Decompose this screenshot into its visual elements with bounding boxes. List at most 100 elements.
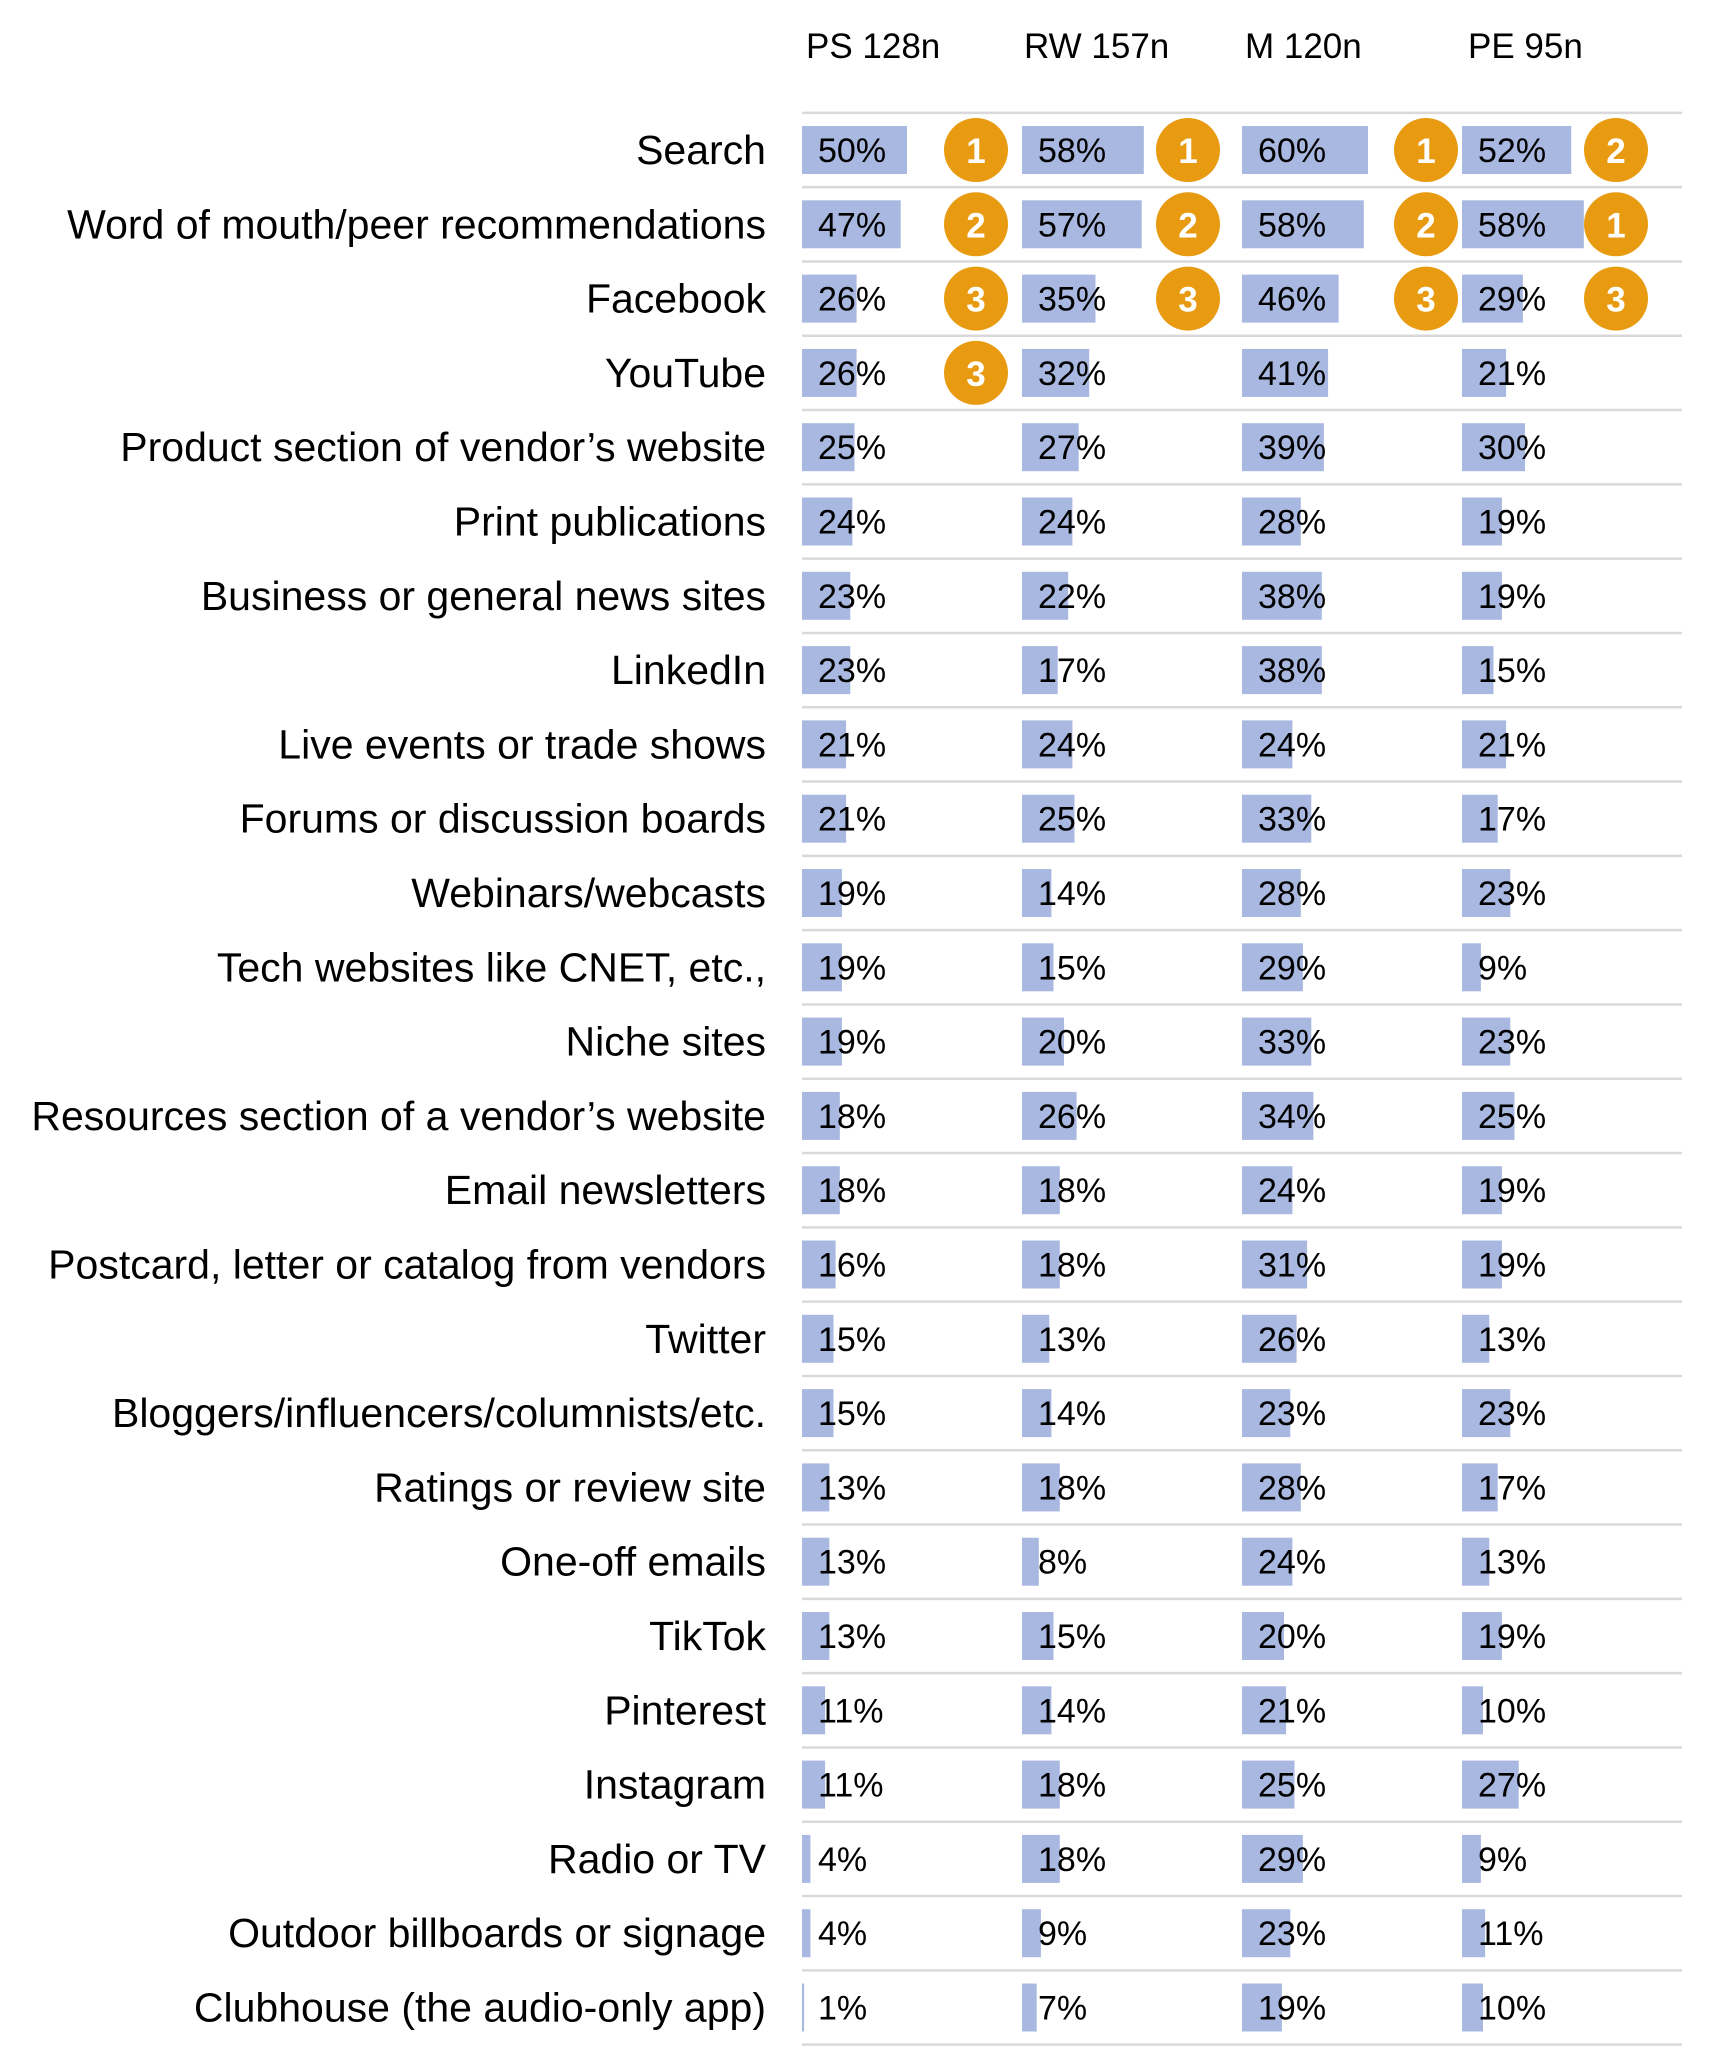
data-label: 19% — [1478, 1618, 1546, 1656]
bar — [802, 1091, 840, 1140]
bar — [802, 1240, 836, 1289]
column-headers: PS 128n RW 157n M 120n PE 95n — [806, 27, 1583, 66]
bar — [802, 1983, 805, 2032]
data-label: 24% — [1258, 1172, 1326, 1210]
data-label: 29% — [1478, 281, 1546, 319]
data-label: 19% — [818, 875, 886, 913]
rank-number: 2 — [1178, 206, 1197, 245]
bar — [802, 1612, 830, 1660]
bar — [1242, 1240, 1308, 1289]
data-label: 58% — [1478, 206, 1546, 244]
data-label: 17% — [1038, 652, 1106, 690]
data-label: 15% — [818, 1395, 886, 1433]
bar — [1022, 646, 1058, 695]
bar — [1462, 1760, 1519, 1809]
row-label: Forums or discussion boards — [240, 796, 766, 842]
rank-badge — [944, 192, 1008, 257]
data-label: 28% — [1258, 504, 1326, 542]
data-label: 23% — [1478, 1024, 1546, 1062]
bar — [1462, 1240, 1502, 1289]
bar — [1022, 126, 1144, 174]
bar — [802, 1389, 834, 1438]
data-label: 34% — [1258, 1098, 1326, 1136]
bar — [1022, 869, 1052, 917]
bar — [802, 1017, 842, 1066]
rank-badge — [1156, 266, 1220, 331]
data-label: 14% — [1038, 1395, 1106, 1433]
data-label: 11% — [1478, 1915, 1544, 1953]
bar — [1242, 646, 1322, 695]
data-label: 29% — [1258, 949, 1326, 987]
bar — [1242, 1834, 1303, 1883]
data-label: 13% — [818, 1618, 886, 1656]
bar — [1462, 1463, 1498, 1512]
data-label: 19% — [818, 949, 886, 987]
bar — [1462, 794, 1498, 843]
bar — [1242, 1166, 1293, 1215]
bar — [1022, 200, 1142, 249]
bar — [802, 497, 853, 546]
bar — [802, 720, 847, 769]
data-label: 18% — [1038, 1841, 1106, 1879]
column-header: PE 95n — [1468, 27, 1583, 66]
data-label: 9% — [1478, 949, 1527, 987]
row-gridlines — [802, 111, 1682, 2046]
data-label: 21% — [1478, 726, 1546, 764]
bar — [1022, 1314, 1050, 1363]
data-label: 58% — [1038, 132, 1106, 170]
bar — [802, 1760, 826, 1809]
bar — [1022, 274, 1096, 323]
data-label: 16% — [818, 1247, 886, 1285]
data-label: 28% — [1258, 875, 1326, 913]
bar — [1022, 1834, 1060, 1883]
data-label: 1% — [818, 1990, 867, 2028]
data-label: 23% — [1258, 1915, 1326, 1953]
bar — [1462, 1612, 1502, 1660]
value-labels: 50%47%26%26%25%24%23%23%21%21%19%19%19%1… — [818, 132, 1546, 2028]
bar — [802, 274, 857, 323]
data-label: 18% — [1038, 1172, 1106, 1210]
data-label: 32% — [1038, 355, 1106, 393]
rank-badge — [944, 340, 1008, 405]
data-label: 24% — [1038, 726, 1106, 764]
data-label: 18% — [1038, 1469, 1106, 1507]
data-label: 19% — [1478, 578, 1546, 616]
data-label: 19% — [1478, 504, 1546, 542]
bar — [1462, 200, 1584, 249]
rank-number: 2 — [1416, 206, 1435, 245]
data-label: 18% — [818, 1172, 886, 1210]
data-label: 8% — [1038, 1544, 1087, 1582]
data-label: 7% — [1038, 1990, 1087, 2028]
bar — [1242, 720, 1293, 769]
bar — [802, 646, 851, 695]
row-label: Niche sites — [565, 1019, 766, 1065]
bar — [1462, 348, 1507, 397]
data-label: 25% — [1258, 1767, 1326, 1805]
row-label: YouTube — [605, 350, 766, 396]
bar — [802, 348, 857, 397]
bar — [1022, 794, 1075, 843]
bar — [1022, 1909, 1041, 1958]
data-label: 18% — [1038, 1767, 1106, 1805]
bar — [1462, 943, 1481, 992]
rank-badge — [1394, 192, 1458, 257]
data-label: 26% — [1258, 1321, 1326, 1359]
data-label: 26% — [818, 355, 886, 393]
data-label: 46% — [1258, 281, 1326, 319]
data-label: 18% — [1038, 1247, 1106, 1285]
data-label: 33% — [1258, 801, 1326, 839]
bar — [1022, 1091, 1077, 1140]
data-label: 33% — [1258, 1024, 1326, 1062]
data-label: 60% — [1258, 132, 1326, 170]
data-label: 50% — [818, 132, 886, 170]
row-label: Search — [636, 127, 766, 173]
data-label: 28% — [1258, 1469, 1326, 1507]
bar — [1242, 1537, 1293, 1586]
row-label: Email newsletters — [445, 1167, 766, 1213]
bar — [1242, 1463, 1301, 1512]
data-label: 15% — [818, 1321, 886, 1359]
rank-number: 3 — [1416, 281, 1435, 320]
bar — [1242, 1389, 1291, 1438]
data-label: 24% — [1258, 1544, 1326, 1582]
rank-badge — [1584, 192, 1648, 257]
